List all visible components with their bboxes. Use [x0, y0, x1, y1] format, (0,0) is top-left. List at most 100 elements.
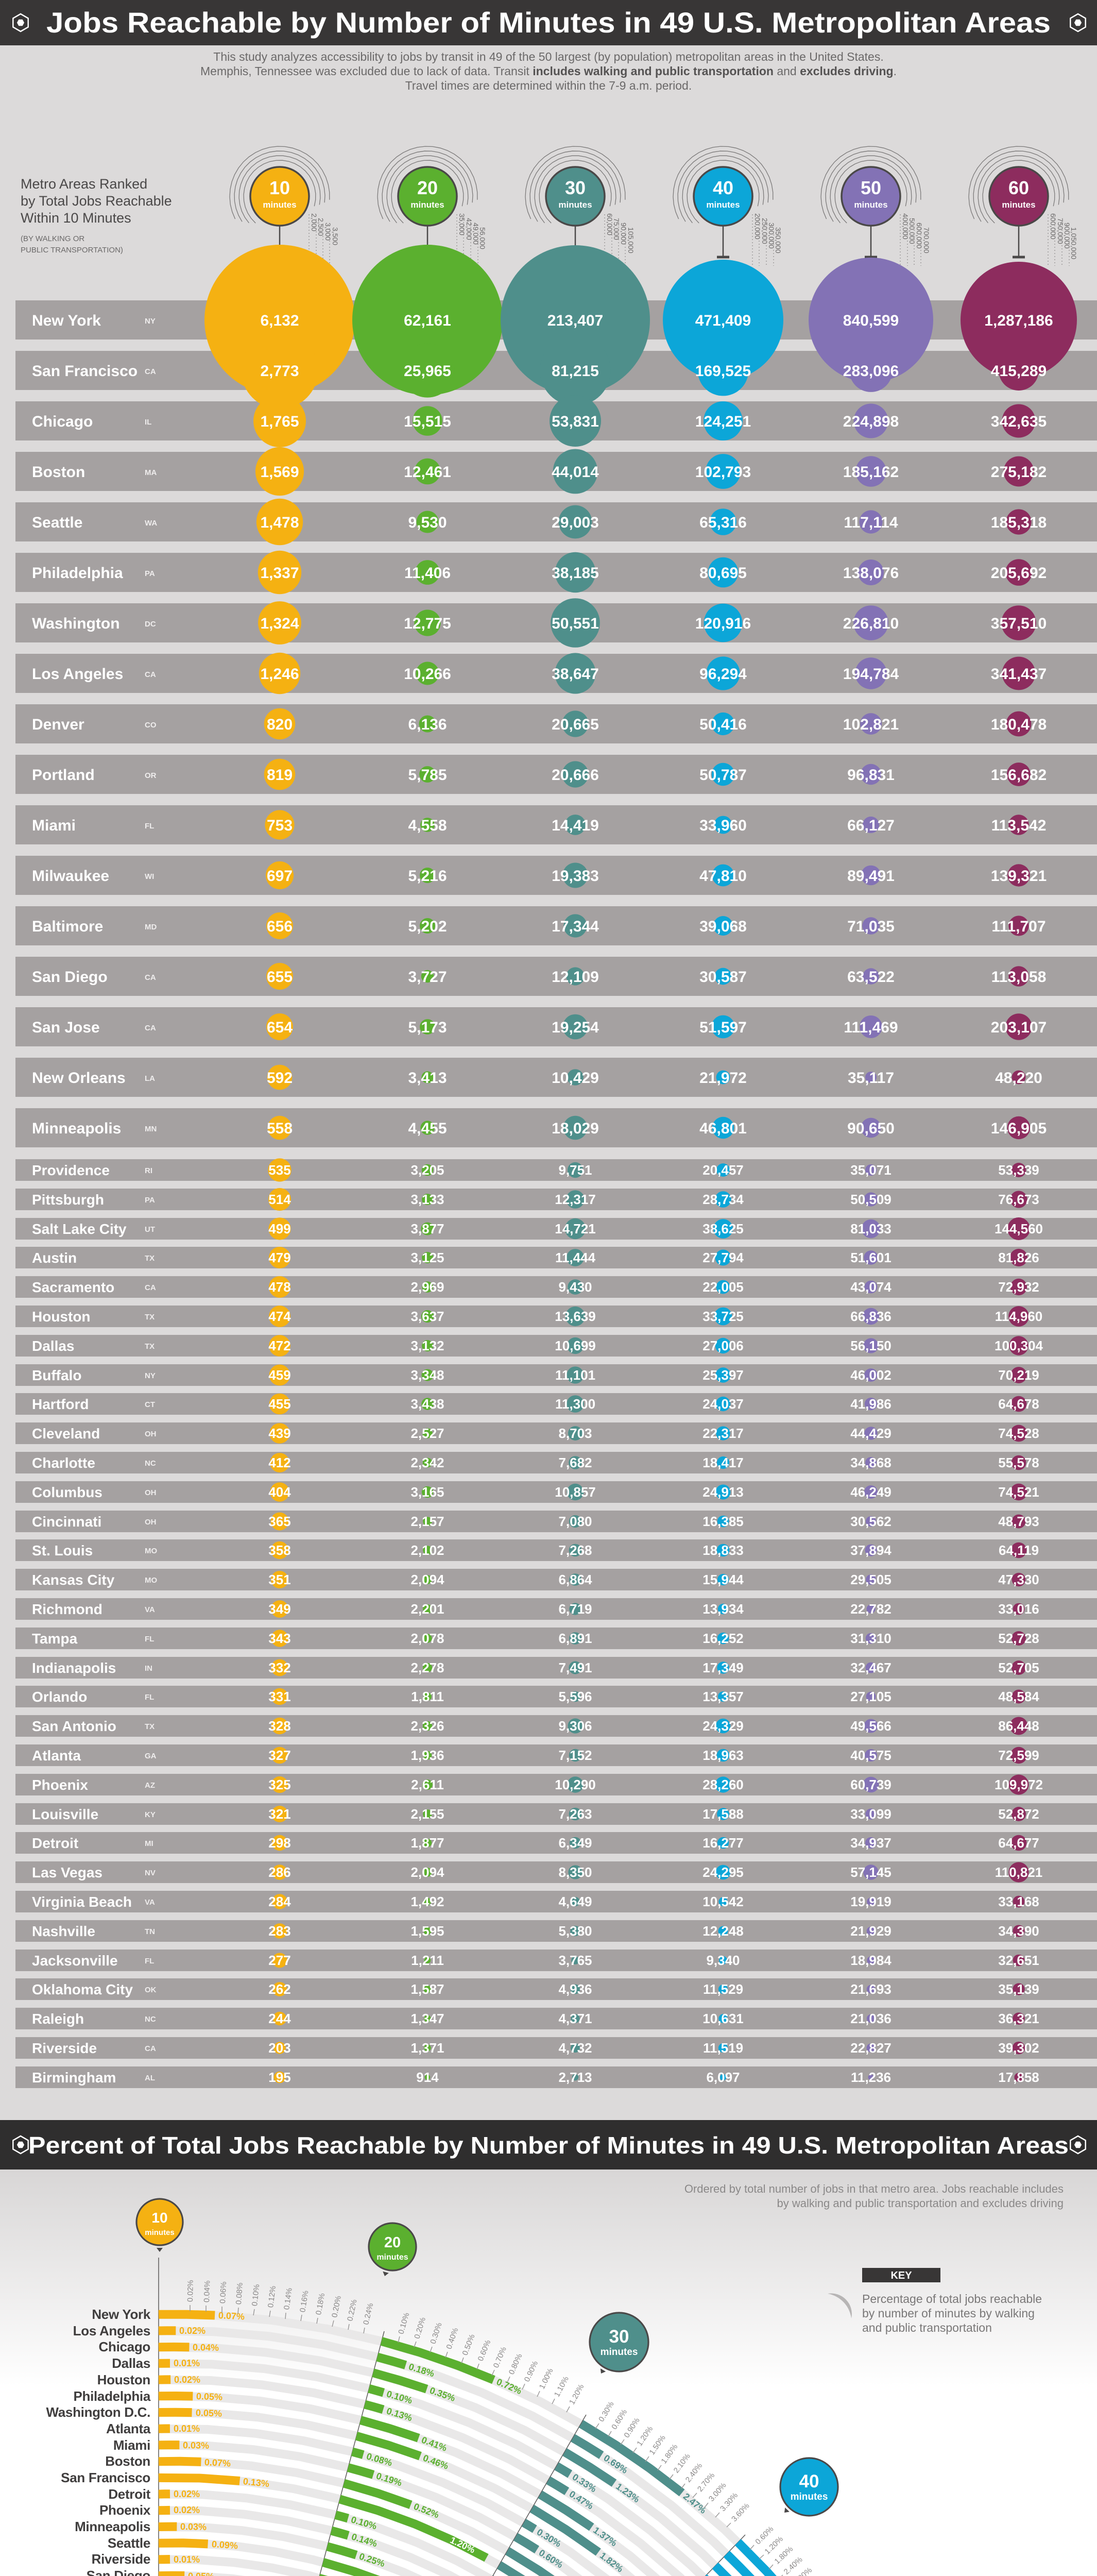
svg-text:72,599: 72,599: [998, 1748, 1039, 1763]
svg-text:55,578: 55,578: [998, 1455, 1039, 1470]
svg-text:10,857: 10,857: [555, 1484, 596, 1500]
svg-text:50,509: 50,509: [850, 1192, 892, 1207]
svg-text:327: 327: [268, 1748, 290, 1763]
svg-text:0.07%: 0.07%: [204, 2457, 231, 2469]
svg-text:Indianapolis: Indianapolis: [32, 1660, 116, 1676]
svg-text:1,050,000: 1,050,000: [1070, 227, 1078, 259]
svg-text:and public transportation: and public transportation: [862, 2321, 992, 2334]
svg-text:100,304: 100,304: [995, 1338, 1043, 1353]
svg-text:3,205: 3,205: [410, 1162, 444, 1178]
svg-text:52,705: 52,705: [998, 1660, 1039, 1675]
svg-text:514: 514: [268, 1192, 291, 1207]
svg-text:Milwaukee: Milwaukee: [32, 868, 109, 885]
svg-text:Nashville: Nashville: [32, 1923, 95, 1939]
svg-text:111,707: 111,707: [991, 918, 1045, 935]
svg-text:5,216: 5,216: [408, 868, 447, 885]
svg-text:96,294: 96,294: [699, 666, 747, 683]
svg-text:0.10%: 0.10%: [250, 2284, 261, 2307]
svg-text:144,560: 144,560: [995, 1221, 1043, 1236]
svg-text:50: 50: [861, 177, 881, 198]
svg-text:471,409: 471,409: [695, 312, 751, 329]
svg-text:Jobs Reachable by Number of Mi: Jobs Reachable by Number of Minutes in 4…: [46, 6, 1051, 39]
svg-text:Orlando: Orlando: [32, 1689, 87, 1705]
svg-text:0.02%: 0.02%: [174, 2489, 200, 2499]
svg-text:7,263: 7,263: [558, 1806, 592, 1822]
svg-text:Riverside: Riverside: [92, 2551, 150, 2567]
svg-text:AZ: AZ: [145, 1781, 155, 1790]
svg-text:by walking and public transpor: by walking and public transportation and…: [777, 2197, 1064, 2210]
svg-text:47,330: 47,330: [998, 1572, 1039, 1587]
svg-text:33,016: 33,016: [998, 1601, 1039, 1617]
svg-text:Riverside: Riverside: [32, 2040, 97, 2056]
svg-text:0.01%: 0.01%: [174, 2358, 200, 2368]
svg-text:NC: NC: [145, 2015, 156, 2024]
svg-text:19,254: 19,254: [552, 1019, 599, 1036]
svg-text:FL: FL: [145, 1693, 154, 1702]
svg-text:St. Louis: St. Louis: [32, 1543, 93, 1558]
svg-text:40: 40: [799, 2471, 819, 2492]
svg-text:20,665: 20,665: [552, 716, 599, 733]
svg-text:224,898: 224,898: [843, 413, 899, 430]
svg-text:102,821: 102,821: [843, 716, 899, 733]
svg-text:56,150: 56,150: [850, 1338, 892, 1353]
svg-text:0.12%: 0.12%: [266, 2285, 278, 2308]
svg-text:38,185: 38,185: [552, 565, 599, 582]
svg-text:NC: NC: [145, 1459, 156, 1468]
svg-text:250,000: 250,000: [761, 218, 769, 244]
svg-text:753: 753: [267, 817, 293, 834]
svg-text:1,569: 1,569: [260, 464, 299, 481]
svg-text:499: 499: [268, 1221, 290, 1236]
svg-text:33,725: 33,725: [702, 1309, 744, 1324]
svg-text:6,864: 6,864: [558, 1572, 592, 1587]
svg-text:Tampa: Tampa: [32, 1631, 78, 1647]
svg-text:UT: UT: [145, 1225, 155, 1234]
svg-text:33,960: 33,960: [699, 817, 747, 834]
svg-text:342,635: 342,635: [991, 413, 1047, 430]
svg-text:IN: IN: [145, 1664, 152, 1673]
svg-text:16,252: 16,252: [702, 1631, 744, 1646]
svg-text:0.05%: 0.05%: [196, 2408, 222, 2419]
svg-text:50,551: 50,551: [552, 615, 599, 632]
svg-text:1,371: 1,371: [410, 2040, 444, 2056]
svg-text:2,342: 2,342: [410, 1455, 444, 1470]
svg-text:WI: WI: [145, 872, 154, 881]
svg-text:365: 365: [268, 1514, 290, 1529]
svg-text:185,162: 185,162: [843, 464, 899, 481]
svg-text:0.09%: 0.09%: [211, 2539, 238, 2551]
svg-text:1,587: 1,587: [410, 1981, 444, 1997]
svg-text:283: 283: [268, 1923, 290, 1939]
svg-text:39,302: 39,302: [998, 2040, 1039, 2056]
svg-text:Houston: Houston: [32, 1309, 91, 1325]
svg-text:5,173: 5,173: [408, 1019, 447, 1036]
svg-text:113,058: 113,058: [991, 969, 1047, 986]
svg-text:5,785: 5,785: [408, 767, 447, 784]
svg-text:11,529: 11,529: [703, 1981, 743, 1997]
svg-text:40,575: 40,575: [850, 1748, 892, 1763]
svg-text:San Jose: San Jose: [32, 1019, 100, 1036]
svg-text:OH: OH: [145, 1518, 157, 1527]
svg-text:3,765: 3,765: [558, 1953, 592, 1968]
svg-text:KEY: KEY: [890, 2270, 912, 2281]
svg-text:0.04%: 0.04%: [202, 2280, 212, 2302]
svg-text:TN: TN: [145, 1927, 155, 1936]
svg-text:42,000: 42,000: [465, 218, 473, 240]
svg-text:IL: IL: [145, 418, 151, 427]
svg-text:11,101: 11,101: [555, 1367, 595, 1383]
svg-text:8,703: 8,703: [558, 1426, 592, 1441]
svg-text:OH: OH: [145, 1430, 157, 1438]
svg-text:654: 654: [267, 1019, 293, 1036]
svg-text:20,666: 20,666: [552, 767, 599, 784]
svg-text:205,692: 205,692: [991, 565, 1047, 582]
svg-text:24,295: 24,295: [702, 1865, 744, 1880]
svg-text:62,161: 62,161: [404, 312, 451, 329]
svg-text:Travel times are determined wi: Travel times are determined within the 7…: [405, 79, 692, 92]
svg-text:57,145: 57,145: [850, 1865, 892, 1880]
svg-text:San Diego: San Diego: [87, 2568, 150, 2576]
svg-text:TX: TX: [145, 1254, 155, 1263]
svg-text:34,390: 34,390: [998, 1923, 1039, 1939]
svg-text:70,219: 70,219: [998, 1367, 1039, 1383]
svg-text:81,215: 81,215: [552, 363, 599, 380]
svg-text:63,522: 63,522: [847, 969, 895, 986]
svg-text:7,682: 7,682: [558, 1455, 592, 1470]
svg-text:San Antonio: San Antonio: [32, 1718, 116, 1734]
